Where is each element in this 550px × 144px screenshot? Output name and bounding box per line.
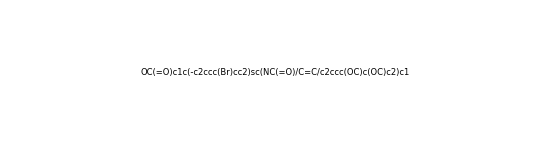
Text: OC(=O)c1c(-c2ccc(Br)cc2)sc(NC(=O)/C=C/c2ccc(OC)c(OC)c2)c1: OC(=O)c1c(-c2ccc(Br)cc2)sc(NC(=O)/C=C/c2… — [140, 68, 410, 76]
